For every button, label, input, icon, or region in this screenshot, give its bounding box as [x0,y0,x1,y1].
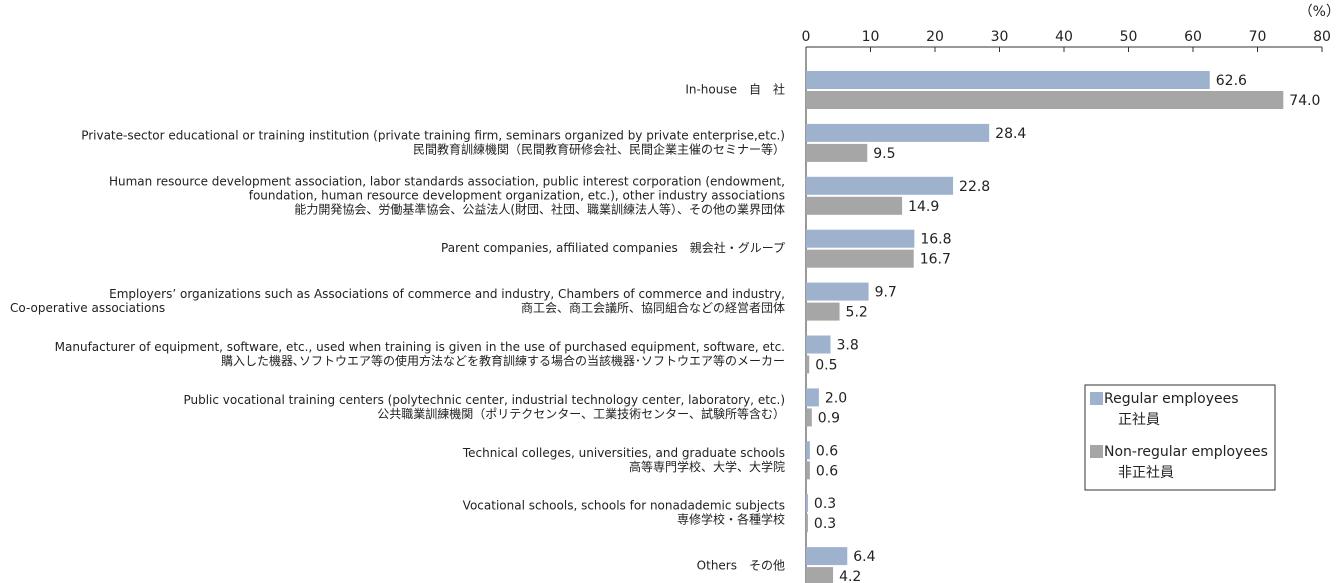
data-label: 6.4 [853,549,875,565]
legend-label: 非正社員 [1118,465,1174,481]
bar [806,123,990,142]
bar [806,282,869,301]
data-label: 4.2 [839,569,861,583]
bar [806,567,834,583]
x-tick-label: 30 [991,29,1009,45]
legend-label: Non-regular employees [1104,444,1268,460]
data-label: 9.7 [875,285,897,301]
data-label: 14.9 [908,199,939,215]
data-label: 9.5 [873,146,895,162]
x-tick-label: 0 [802,29,811,45]
unit-label: （%） [1299,4,1340,20]
data-label: 0.6 [816,463,838,479]
legend-label: 正社員 [1118,412,1160,428]
legend-label: Regular employees [1104,391,1239,407]
category-label: Vocational schools, schools for nonadade… [463,499,785,513]
category-label: 民間教育訓練機関（民間教育研修会社、民間企業主催のセミナー等） [413,141,785,156]
data-label: 62.6 [1216,73,1247,89]
data-label: 16.7 [920,252,951,268]
category-label: 専修学校・各種学校 [677,512,785,527]
data-label: 0.3 [814,516,836,532]
x-tick-label: 10 [862,29,880,45]
bar [806,71,1210,89]
bar [806,176,954,195]
category-label: 公共職業訓練機関（ポリテクセンター、工業技術センター、試験所等含む） [377,406,785,421]
bar [806,441,810,460]
category-label: foundation, human resource development o… [249,188,785,202]
x-tick-label: 60 [1184,29,1202,45]
category-label: Co-operative associations [10,301,165,315]
bar [806,547,848,566]
category-label: Manufacturer of equipment, software, etc… [55,340,785,354]
x-tick-label: 50 [1120,29,1138,45]
bar [806,196,903,215]
category-label: Human resource development association, … [109,174,785,188]
category-label: In-house 自 社 [685,82,785,97]
bar [806,91,1284,109]
category-label: Others その他 [697,559,785,573]
legend-swatch [1090,392,1103,405]
data-label: 16.8 [920,232,951,248]
data-label: 22.8 [959,179,990,195]
category-label: 高等専門学校、大学、大学院 [629,459,785,474]
data-label: 28.4 [995,126,1026,142]
legend [1084,384,1276,491]
bar [806,249,914,268]
x-tick-label: 20 [926,29,944,45]
bar [806,408,812,427]
bar [806,355,810,374]
bar [806,461,810,480]
bar [806,514,808,533]
x-tick-label: 40 [1055,29,1073,45]
legend-swatch [1090,445,1103,458]
data-label: 3.8 [837,338,859,354]
category-label: 能力開発協会、労働基準協会、公益法人(財団、社団、職業訓練法人等）、その他の業界… [294,201,785,216]
data-label: 5.2 [846,305,868,321]
category-label: Technical colleges, universities, and gr… [462,446,785,460]
bar [806,494,808,513]
data-label: 74.0 [1289,93,1320,109]
bar [806,143,868,162]
bar [806,335,831,354]
bar [806,388,819,407]
category-label: Public vocational training centers (poly… [183,393,785,407]
category-label: Private-sector educational or training i… [81,128,785,142]
category-label: 購入した機器､ソフトウエア等の使用方法などを教育訓練する場合の当該機器･ソフトウ… [221,353,785,368]
data-label: 0.6 [816,443,838,459]
category-label: Employers’ organizations such as Associa… [109,287,785,301]
category-label: Parent companies, affiliated companies 親… [441,240,785,255]
bar [806,229,915,248]
data-label: 0.9 [818,410,840,426]
data-label: 0.3 [814,496,836,512]
x-tick-label: 70 [1249,29,1267,45]
data-label: 2.0 [825,390,847,406]
category-label: 商工会、商工会議所、協同組合などの経営者団体 [521,300,785,315]
bar [806,302,840,321]
data-label: 0.5 [815,358,837,374]
x-tick-label: 80 [1313,29,1331,45]
